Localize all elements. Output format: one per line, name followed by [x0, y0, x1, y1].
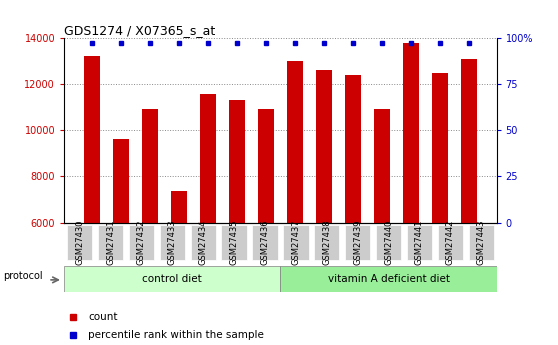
Text: GSM27431: GSM27431	[106, 220, 115, 265]
Bar	[374, 109, 390, 223]
Bar	[407, 225, 432, 260]
Text: vitamin A deficient diet: vitamin A deficient diet	[328, 274, 450, 284]
Bar	[64, 266, 280, 292]
Text: GSM27438: GSM27438	[322, 219, 331, 265]
Bar	[171, 191, 187, 223]
Bar	[190, 225, 216, 260]
Bar	[142, 109, 158, 223]
Text: GSM27437: GSM27437	[291, 219, 300, 265]
Text: GSM27440: GSM27440	[384, 220, 393, 265]
Text: GSM27442: GSM27442	[446, 220, 455, 265]
Text: GSM27439: GSM27439	[353, 220, 362, 265]
Text: GSM27441: GSM27441	[415, 220, 424, 265]
Bar	[113, 139, 129, 223]
Bar	[229, 100, 245, 223]
Text: GSM27436: GSM27436	[261, 219, 270, 265]
Bar	[316, 70, 332, 223]
Bar	[314, 225, 339, 260]
Bar	[461, 59, 477, 223]
Bar	[67, 225, 92, 260]
Bar	[345, 75, 361, 223]
Text: GDS1274 / X07365_s_at: GDS1274 / X07365_s_at	[64, 24, 215, 37]
Text: GSM27432: GSM27432	[137, 220, 146, 265]
Bar	[258, 109, 274, 223]
Bar	[280, 266, 497, 292]
Text: GSM27435: GSM27435	[229, 220, 239, 265]
Bar	[345, 225, 371, 260]
Bar	[98, 225, 123, 260]
Bar	[376, 225, 401, 260]
Text: GSM27433: GSM27433	[168, 219, 177, 265]
Text: GSM27443: GSM27443	[477, 220, 485, 265]
Bar	[160, 225, 185, 260]
Bar	[222, 225, 247, 260]
Bar	[84, 57, 100, 223]
Text: control diet: control diet	[142, 274, 202, 284]
Bar	[432, 72, 448, 223]
Bar	[287, 61, 303, 223]
Bar	[437, 225, 463, 260]
Text: protocol: protocol	[3, 271, 43, 281]
Bar	[403, 42, 419, 223]
Text: GSM27430: GSM27430	[75, 220, 84, 265]
Bar	[469, 225, 494, 260]
Bar	[252, 225, 278, 260]
Text: count: count	[88, 312, 117, 322]
Text: GSM27434: GSM27434	[199, 220, 208, 265]
Bar	[283, 225, 309, 260]
Bar	[200, 95, 216, 223]
Bar	[129, 225, 154, 260]
Text: percentile rank within the sample: percentile rank within the sample	[88, 331, 264, 340]
